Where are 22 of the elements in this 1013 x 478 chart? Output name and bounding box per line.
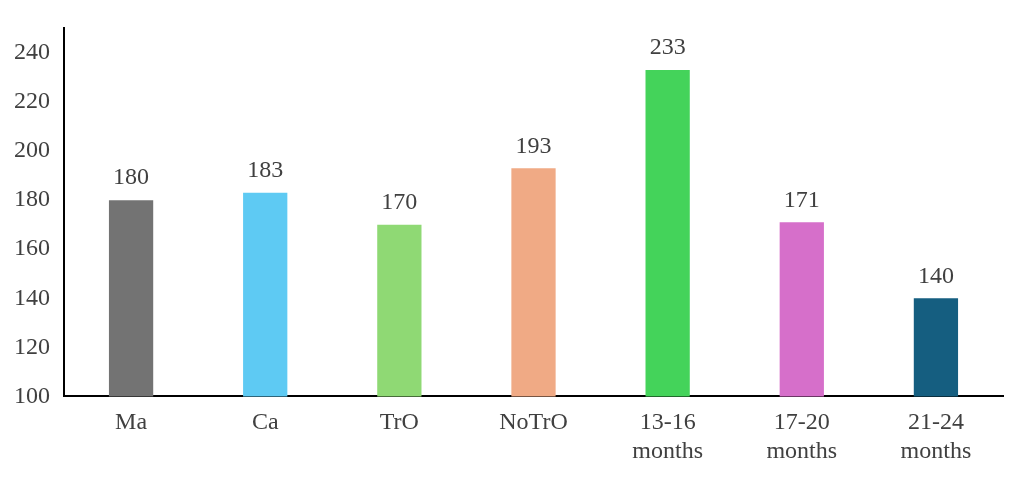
y-tick-label: 180 <box>14 185 50 212</box>
x-tick-label: 21-24 months <box>900 408 972 463</box>
y-tick-label: 200 <box>14 136 50 163</box>
y-tick-label: 220 <box>14 87 50 114</box>
y-tick-label: 100 <box>14 381 50 408</box>
y-tick-label: 140 <box>14 283 50 310</box>
y-tick-label: 240 <box>14 38 50 65</box>
x-tick-label: 17-20 months <box>766 408 838 463</box>
x-tick-label: Ca <box>251 408 279 435</box>
x-tick-label: NoTrO <box>499 408 568 435</box>
x-tick-label: 13-16 months <box>632 408 703 463</box>
data-label: 193 <box>515 131 552 158</box>
data-label: 183 <box>247 156 284 183</box>
data-label: 180 <box>113 163 150 190</box>
data-label: 140 <box>917 261 954 288</box>
x-tick-label: TrO <box>379 408 419 435</box>
data-label: 170 <box>381 187 418 214</box>
data-label: 233 <box>649 33 686 60</box>
y-tick-label: 160 <box>14 234 50 261</box>
y-tick-label: 120 <box>14 332 50 359</box>
x-tick-label: Ma <box>115 408 148 435</box>
data-label: 171 <box>783 185 820 212</box>
